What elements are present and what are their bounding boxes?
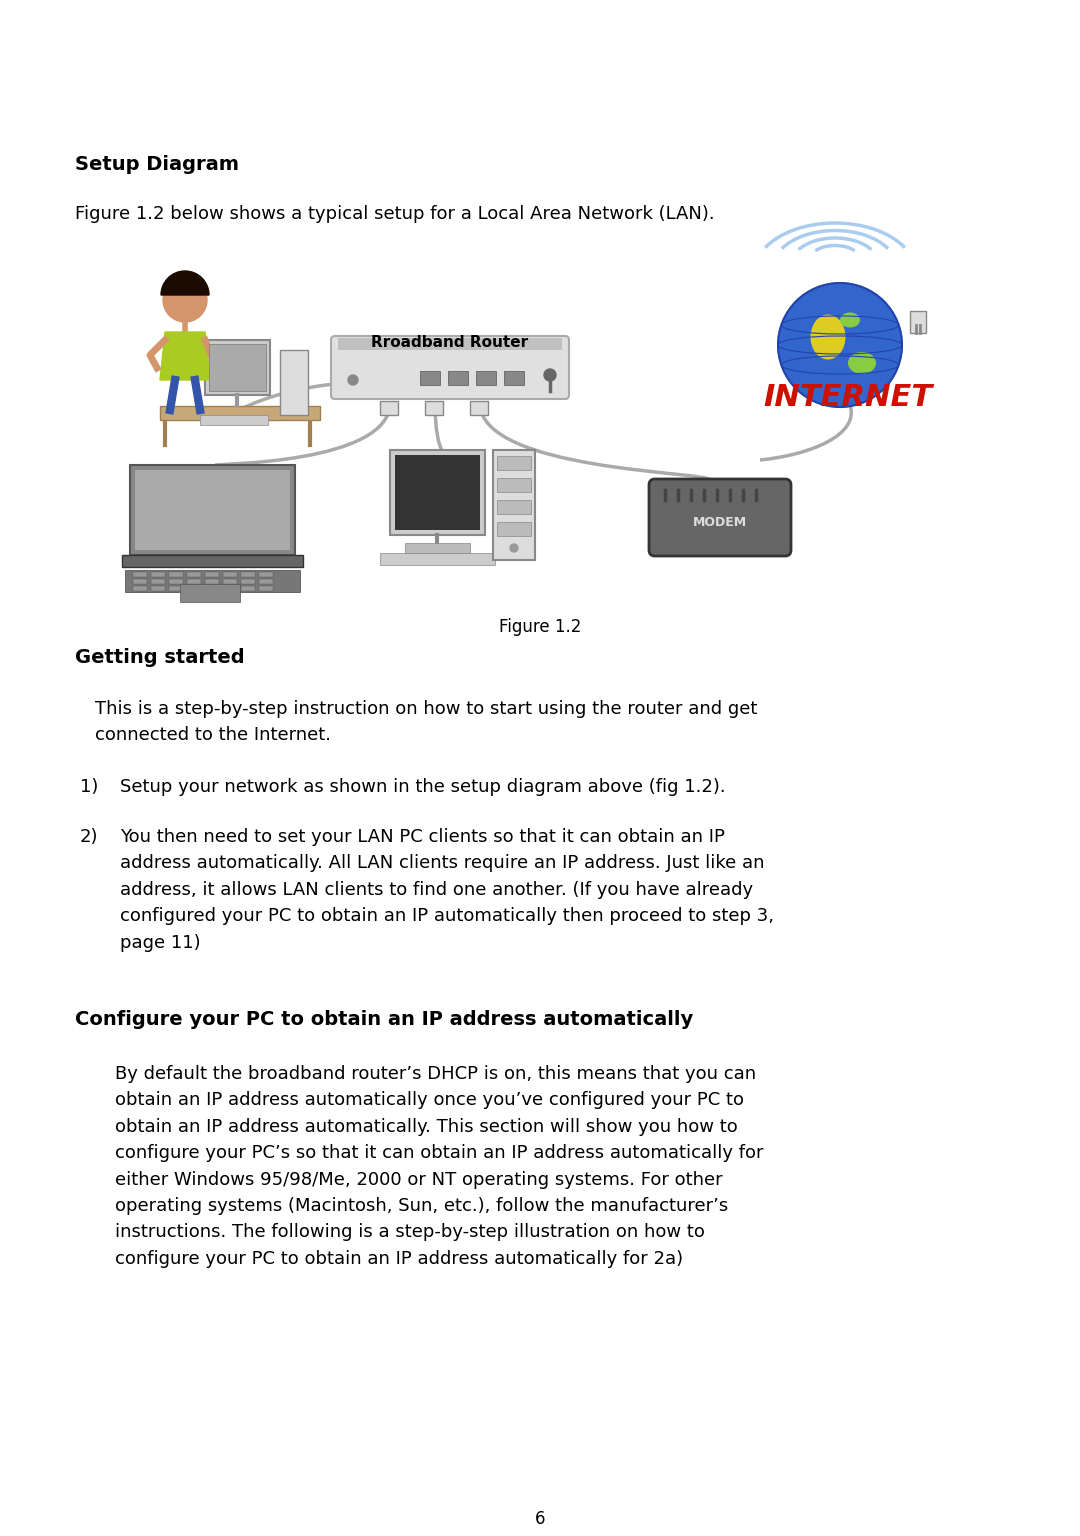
Bar [222, 587, 237, 591]
Text: Figure 1.2: Figure 1.2 [499, 617, 581, 636]
Circle shape [348, 375, 357, 386]
Bar [241, 587, 255, 591]
Bar [497, 478, 531, 492]
Bar [497, 522, 531, 536]
Bar [205, 571, 219, 578]
FancyBboxPatch shape [649, 479, 791, 556]
Bar [133, 571, 147, 578]
Text: Figure 1.2 below shows a typical setup for a Local Area Network (LAN).: Figure 1.2 below shows a typical setup f… [75, 204, 715, 223]
Bar [504, 372, 524, 386]
Bar [168, 579, 183, 584]
Bar [205, 339, 270, 395]
Text: Getting started: Getting started [75, 648, 245, 667]
Text: 6: 6 [535, 1510, 545, 1528]
Bar [135, 470, 291, 550]
Bar [476, 372, 496, 386]
Bar [338, 338, 562, 350]
Bar [259, 579, 273, 584]
Text: You then need to set your LAN PC clients so that it can obtain an IP
address aut: You then need to set your LAN PC clients… [120, 828, 774, 952]
Polygon shape [160, 332, 210, 379]
Bar [259, 587, 273, 591]
Bar [492, 450, 535, 561]
Circle shape [510, 544, 518, 551]
Text: INTERNET: INTERNET [764, 382, 932, 412]
Bar [470, 401, 488, 415]
Bar [205, 579, 219, 584]
Bar [187, 571, 201, 578]
Bar [380, 401, 399, 415]
Bar [187, 587, 201, 591]
Text: 2): 2) [80, 828, 98, 846]
Bar [497, 501, 531, 515]
Text: Rroadband Router: Rroadband Router [372, 335, 528, 350]
Bar [151, 579, 165, 584]
Bar [497, 456, 531, 470]
Bar [405, 544, 470, 553]
Ellipse shape [840, 312, 860, 327]
Bar [133, 587, 147, 591]
Bar [241, 579, 255, 584]
Bar [241, 571, 255, 578]
Circle shape [544, 369, 556, 381]
Text: This is a step-by-step instruction on how to start using the router and get
conn: This is a step-by-step instruction on ho… [95, 700, 757, 745]
Bar [187, 579, 201, 584]
Bar [280, 350, 308, 415]
Bar [420, 372, 440, 386]
Bar [259, 571, 273, 578]
Bar [133, 579, 147, 584]
Wedge shape [161, 270, 210, 295]
Bar [210, 344, 266, 392]
Bar [200, 415, 268, 425]
Text: 1): 1) [80, 779, 98, 796]
Bar [122, 554, 303, 567]
Bar [390, 450, 485, 535]
Bar [168, 587, 183, 591]
Bar [205, 587, 219, 591]
Text: Setup Diagram: Setup Diagram [75, 155, 239, 174]
Ellipse shape [810, 315, 846, 359]
Bar [130, 465, 295, 554]
Bar [222, 571, 237, 578]
Text: By default the broadband router’s DHCP is on, this means that you can
obtain an : By default the broadband router’s DHCP i… [114, 1064, 764, 1267]
Ellipse shape [848, 352, 876, 373]
Bar [910, 310, 926, 333]
Bar [125, 570, 300, 591]
Text: Setup your network as shown in the setup diagram above (fig 1.2).: Setup your network as shown in the setup… [120, 779, 726, 796]
Bar [380, 553, 495, 565]
Bar [168, 571, 183, 578]
Circle shape [163, 278, 207, 323]
Bar [160, 406, 320, 419]
Text: Configure your PC to obtain an IP address automatically: Configure your PC to obtain an IP addres… [75, 1011, 693, 1029]
Circle shape [778, 283, 902, 407]
Bar [222, 579, 237, 584]
Bar [426, 401, 443, 415]
Text: MODEM: MODEM [693, 516, 747, 528]
Bar [395, 455, 480, 530]
Bar [448, 372, 468, 386]
FancyBboxPatch shape [330, 336, 569, 399]
Bar [151, 587, 165, 591]
Bar [180, 584, 240, 602]
Bar [151, 571, 165, 578]
